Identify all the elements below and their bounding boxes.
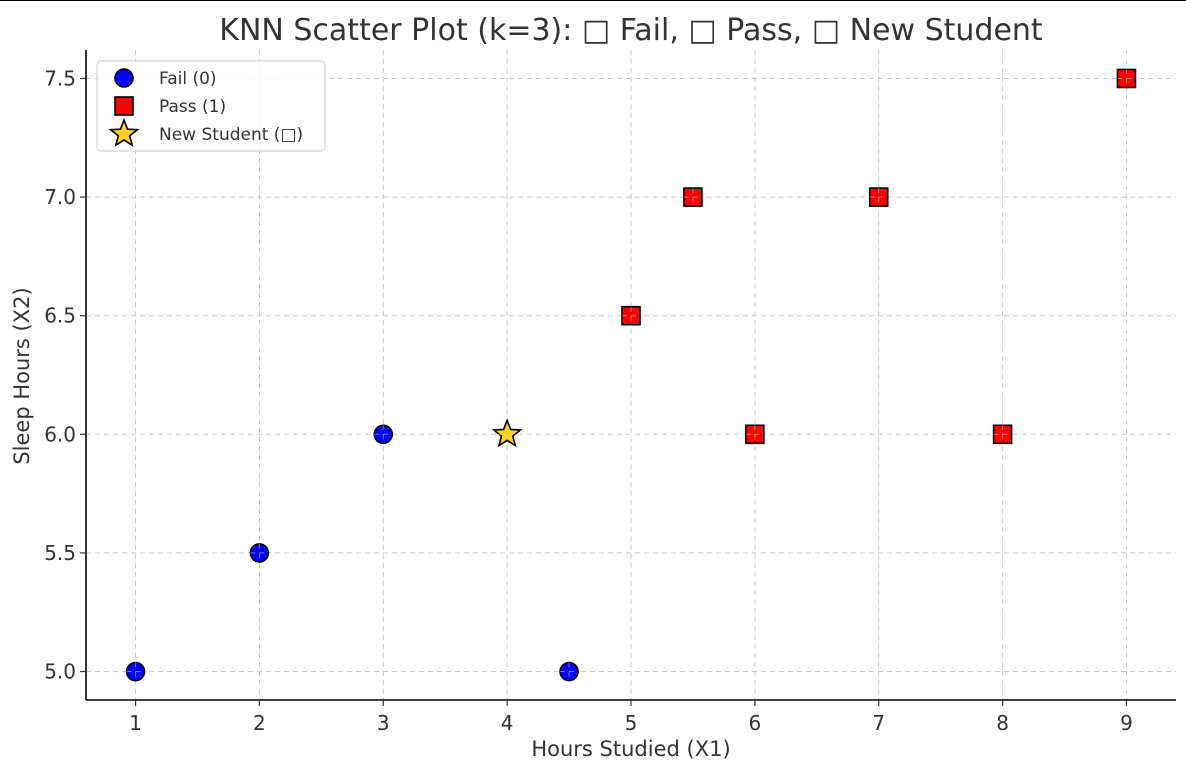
x-tick-label: 1 — [129, 711, 142, 735]
y-tick-label: 5.0 — [44, 660, 76, 684]
legend-marker-fail — [114, 68, 134, 88]
y-tick-label: 6.5 — [44, 304, 76, 328]
y-tick-label: 6.0 — [44, 422, 76, 446]
y-tick-label: 7.0 — [44, 185, 76, 209]
legend-label: Fail (0) — [159, 69, 217, 89]
y-tick-label: 7.5 — [44, 66, 76, 90]
legend-label: New Student (□) — [159, 125, 303, 145]
legend-marker-new-student — [108, 117, 140, 148]
x-tick-label: 3 — [377, 711, 390, 735]
top-border — [0, 0, 1186, 1]
x-axis-label: Hours Studied (X1) — [531, 737, 730, 761]
y-tick-label: 5.5 — [44, 541, 76, 565]
new-student-point — [491, 418, 523, 448]
x-tick-label: 2 — [253, 711, 266, 735]
x-tick-label: 9 — [1120, 711, 1133, 735]
ticks: 1 2 3 4 5 6 7 8 9 5.0 5.5 6.0 6.5 7.0 7.5 — [44, 66, 1133, 735]
x-tick-label: 6 — [748, 711, 761, 735]
x-tick-label: 4 — [501, 711, 514, 735]
x-tick-label: 5 — [625, 711, 638, 735]
x-tick-label: 7 — [872, 711, 885, 735]
legend: Fail (0) Pass (1) New Student (□) — [96, 60, 326, 152]
x-tick-label: 8 — [996, 711, 1009, 735]
legend-marker-pass — [114, 96, 134, 116]
chart-title: KNN Scatter Plot (k=3): □ Fail, □ Pass, … — [219, 13, 1043, 48]
legend-label: Pass (1) — [159, 97, 226, 117]
data-points — [125, 68, 1137, 682]
y-axis-label: Sleep Hours (X2) — [10, 287, 34, 464]
legend-box — [96, 60, 326, 152]
